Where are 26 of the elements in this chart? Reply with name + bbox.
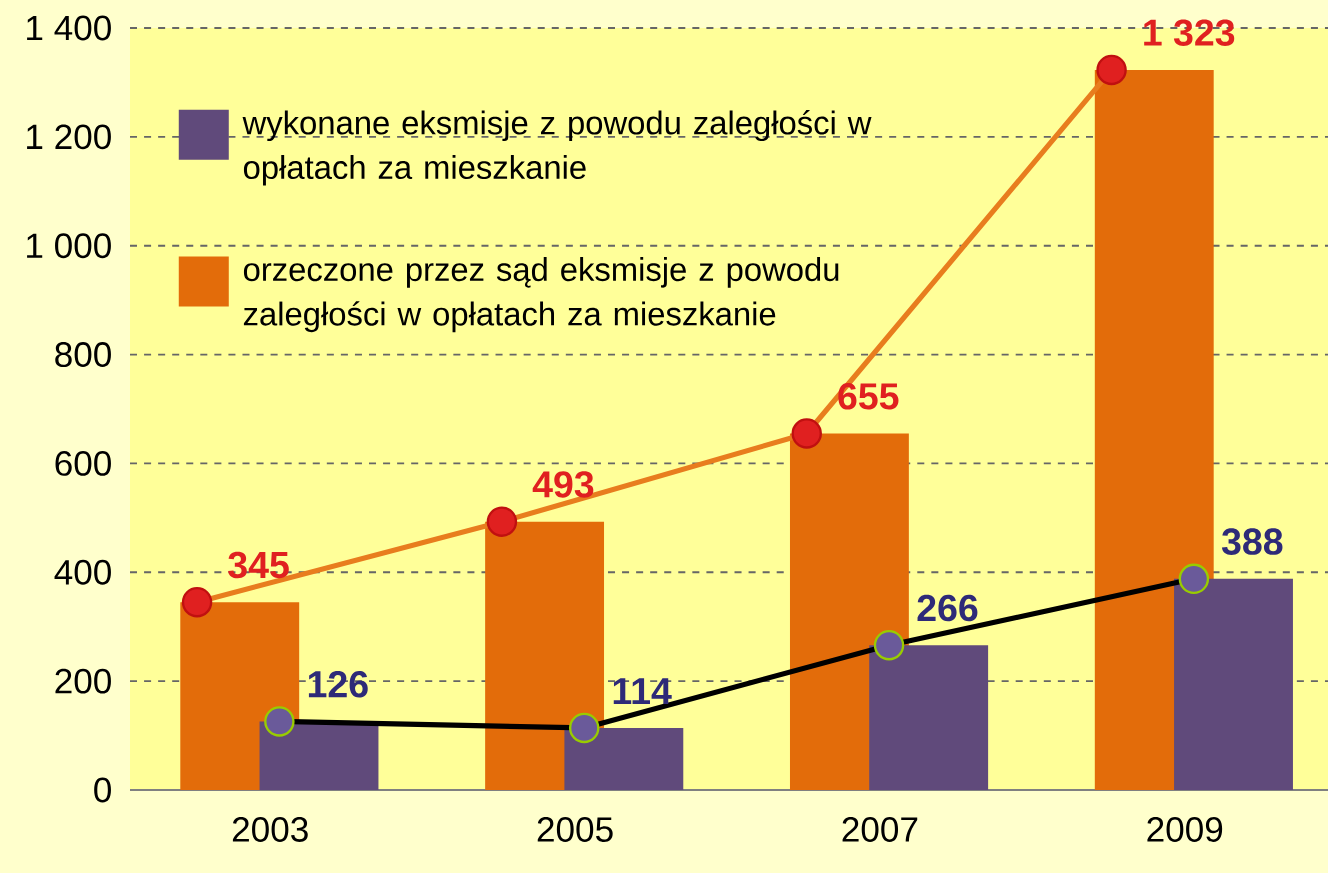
y-tick-label: 800 (55, 341, 111, 367)
y-tick-label: 600 (55, 450, 111, 476)
data-label: 114 (613, 678, 672, 704)
bar (1174, 578, 1293, 790)
legend-label: wykonane eksmisje z powodu zaległości w opłatach za mieszkanie (242, 109, 872, 186)
x-tick-label: 2007 (842, 816, 918, 842)
data-label: 126 (308, 670, 368, 698)
data-label: 493 (532, 471, 594, 498)
y-tick-label: 400 (54, 559, 111, 585)
data-label: 266 (917, 594, 978, 622)
y-tick-label: 1 400 (27, 15, 111, 41)
y-tick-label: 200 (55, 668, 111, 694)
x-tick-label: 2005 (537, 816, 613, 842)
legend-label: orzeczone przez sąd eksmisje z powodu zaległości w opłatach za mieszkanie (243, 256, 839, 332)
data-label: 345 (228, 551, 289, 579)
x-tick-label: 2009 (1147, 816, 1223, 842)
bar (259, 721, 379, 790)
data-label: 1 323 (1144, 19, 1235, 46)
x-tick-label: 2003 (232, 816, 308, 842)
y-tick-label: 1 200 (27, 124, 111, 150)
y-tick-label: 0 (94, 777, 111, 803)
bar (564, 727, 684, 790)
bar (869, 645, 989, 790)
data-label: 388 (1221, 528, 1283, 555)
data-label: 655 (838, 382, 899, 410)
y-tick-label: 1 000 (27, 233, 111, 258)
